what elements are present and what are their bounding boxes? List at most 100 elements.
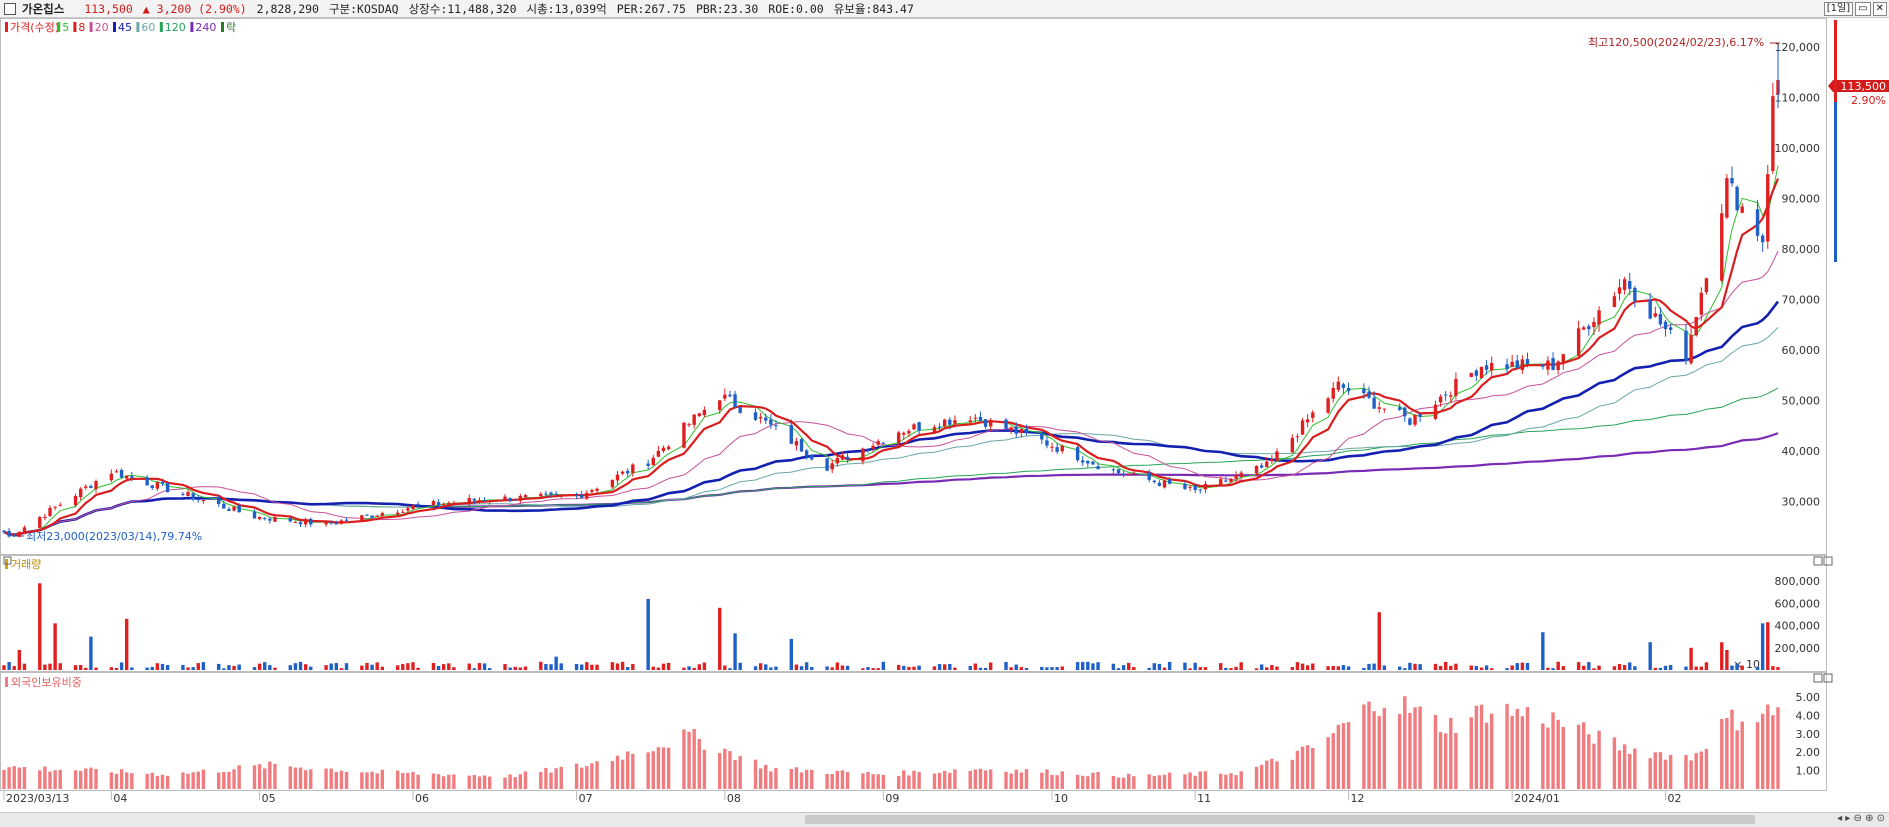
candle-body <box>1699 292 1704 315</box>
foreign-ratio-bar <box>590 763 594 789</box>
candle-body <box>830 463 834 470</box>
foreign-ratio-bar <box>145 773 149 789</box>
candle-body <box>370 515 374 518</box>
candle-body <box>395 512 400 515</box>
candle-body <box>1443 394 1448 396</box>
minimize-icon[interactable]: ▭ <box>1855 2 1871 16</box>
foreign-ratio-bar <box>651 751 655 789</box>
foreign-ratio-bar <box>1699 751 1704 789</box>
candle-body <box>1060 445 1064 452</box>
candle-body <box>861 448 865 462</box>
volume-bar <box>94 667 98 670</box>
candle-body <box>1040 432 1044 440</box>
foreign-ratio-bar <box>585 766 589 789</box>
volume-bar <box>1653 667 1658 670</box>
volume-bar <box>631 664 635 670</box>
candle-body <box>932 427 937 433</box>
candle-body <box>1438 396 1443 403</box>
ma-8-line <box>3 178 1780 536</box>
candle-body <box>1167 478 1172 484</box>
foreign-ratio-bar <box>1454 732 1458 789</box>
foreign-ratio-bar <box>978 768 983 789</box>
foreign-ratio-bar <box>1331 733 1335 789</box>
volume-bar <box>666 662 671 670</box>
foreign-ratio-bar <box>687 731 691 789</box>
volume-bar <box>196 663 200 670</box>
candle-body <box>620 471 625 474</box>
foreign-panel-max-icon[interactable] <box>1813 673 1823 683</box>
zoom-controls[interactable]: ◂ ▸ ⊖ ⊕ ⊙ <box>1837 813 1885 824</box>
volume-bar <box>160 663 165 670</box>
candle-body <box>293 521 298 523</box>
legend-swatch <box>113 22 116 32</box>
volume-bar <box>155 663 160 670</box>
candle-body <box>799 439 804 452</box>
foreign-ratio-bar <box>1628 753 1632 789</box>
candle-body <box>1346 388 1351 392</box>
candle-body <box>656 450 661 457</box>
volume-bar <box>840 665 845 670</box>
volume-bar <box>953 667 957 670</box>
candle-body <box>482 500 487 502</box>
price-tick-label: 120,000 <box>1775 41 1821 54</box>
volume-bar <box>1735 663 1739 670</box>
volume-bar <box>723 665 727 670</box>
volume-panel-close-icon[interactable] <box>1823 556 1833 566</box>
close-icon[interactable]: ✕ <box>1872 2 1887 16</box>
volume-bar <box>1116 668 1121 670</box>
candle-body <box>1295 436 1300 438</box>
candle-body <box>1755 209 1760 236</box>
volume-bar <box>268 665 272 670</box>
candle-body <box>590 490 594 492</box>
volume-bar <box>799 666 804 670</box>
foreign-ratio-bar <box>1587 734 1591 789</box>
candle-body <box>1331 387 1335 399</box>
scroll-thumb[interactable] <box>805 815 1755 824</box>
foreign-ratio-bar <box>78 770 83 789</box>
volume-bar <box>1162 667 1167 670</box>
candle-body <box>1413 414 1417 425</box>
volume-panel-square-icon[interactable] <box>3 556 12 565</box>
candle-body <box>1730 177 1734 184</box>
candle-body <box>130 476 134 478</box>
foreign-ratio-bar <box>682 729 686 789</box>
period-button[interactable]: [1일] <box>1823 2 1854 16</box>
foreign-ratio-bar <box>1024 769 1029 789</box>
foreign-panel-close-icon[interactable] <box>1823 673 1833 683</box>
candle-body <box>549 492 553 495</box>
foreign-ratio-bar <box>1397 714 1402 789</box>
volume-bar <box>1157 663 1162 670</box>
candle-body <box>1740 206 1744 213</box>
foreign-ratio-bar <box>252 765 257 789</box>
foreign-ratio-bar <box>53 770 57 789</box>
volume-bar <box>1454 663 1458 670</box>
candle-body <box>1694 316 1698 336</box>
foreign-ratio-bar <box>181 772 185 789</box>
candle-body <box>1403 407 1407 417</box>
candle-body <box>968 420 972 422</box>
candle-body <box>1663 321 1668 330</box>
foreign-ratio-bar <box>201 769 206 789</box>
volume-bar <box>441 664 446 670</box>
candle-body <box>186 491 190 496</box>
volume-bar <box>1219 663 1223 670</box>
candle-body <box>789 425 794 444</box>
volume-bar <box>431 662 436 670</box>
volume-bar <box>1024 667 1029 670</box>
foreign-ratio-bar <box>1040 772 1044 789</box>
foreign-ratio-bar <box>973 769 978 789</box>
scroll-bar[interactable]: ◂ ▸ ⊖ ⊕ ⊙ <box>0 812 1889 827</box>
legend-swatch <box>5 22 8 32</box>
panel-checkbox[interactable] <box>4 2 16 15</box>
volume-bar <box>1403 668 1407 670</box>
foreign-ratio-bar <box>1045 769 1049 789</box>
volume-bar <box>948 663 952 670</box>
volume-panel-max-icon[interactable] <box>1813 556 1823 566</box>
foreign-ratio-bar <box>1766 704 1770 789</box>
volume-bar <box>1055 667 1059 670</box>
foreign-ratio-bar <box>375 773 379 789</box>
volume-bar <box>89 636 93 670</box>
candle-body <box>1050 446 1054 448</box>
foreign-ratio-bar <box>309 769 313 789</box>
